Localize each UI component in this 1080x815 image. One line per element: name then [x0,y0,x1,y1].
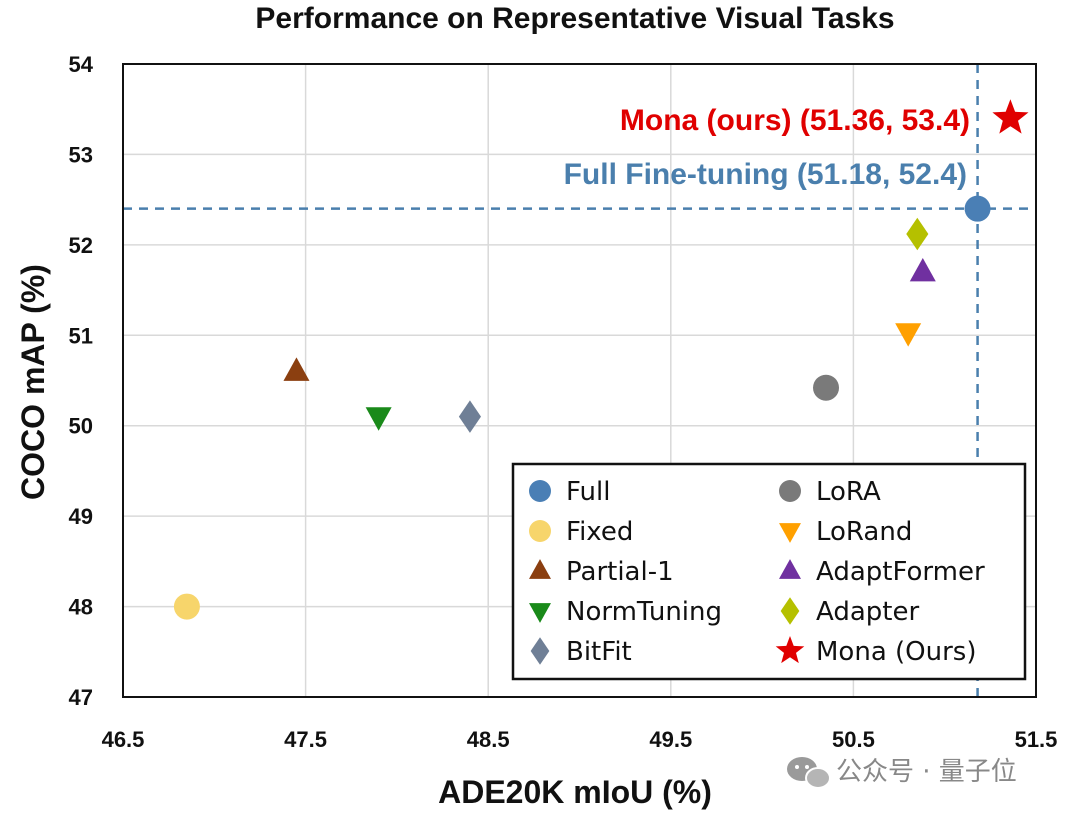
point-fixed [173,593,200,620]
legend-marker-full [529,480,551,502]
legend-box [511,462,1027,681]
y-tick-label: 48 [69,595,93,620]
annotation-mona: Mona (ours) (51.36, 53.4) [620,104,970,137]
y-tick-label: 51 [69,323,93,348]
x-tick-label: 50.5 [832,727,875,752]
y-tick-label: 49 [69,504,93,529]
legend-label-lorand: LoRand [816,517,912,547]
y-axis-ticks: 47 48 49 50 51 52 53 54 [69,52,94,710]
point-bitfit [458,400,481,433]
point-mona-ours [992,99,1029,134]
x-tick-label: 46.5 [102,727,145,752]
y-tick-label: 53 [69,142,93,167]
watermark: 公众号 · 量子位 [787,757,1017,789]
reference-lines [123,64,1036,697]
legend-label-partial-1: Partial-1 [566,557,674,587]
point-adaptformer [909,257,936,282]
annotation-full-fine-tuning: Full Fine-tuning (51.18, 52.4) [564,158,967,191]
legend: Full Fixed Partial-1 NormTuning BitFit LoRA Lo… [511,462,1027,681]
wechat-icon [787,757,831,789]
legend-label-adapter: Adapter [816,597,919,627]
data-points [173,99,1029,620]
plot-area-frame [122,63,1037,698]
legend-label-fixed: Fixed [566,517,633,547]
x-tick-label: 51.5 [1015,727,1058,752]
y-tick-label: 50 [69,414,93,439]
x-tick-label: 48.5 [467,727,510,752]
y-axis-label: COCO mAP (%) [15,264,51,500]
point-lora [813,374,840,401]
legend-label-mona-ours: Mona (Ours) [816,637,976,667]
y-tick-label: 54 [69,52,94,77]
legend-label-adaptformer: AdaptFormer [816,557,985,587]
y-tick-label: 47 [69,685,93,710]
point-partial-1 [283,357,310,381]
point-adapter [906,217,929,251]
legend-label-lora: LoRA [816,477,881,507]
point-normtuning [365,407,392,431]
legend-marker-normtuning [529,603,551,623]
watermark-text: 公众号 · 量子位 [836,757,1017,787]
legend-marker-partial-1 [529,559,551,579]
point-full [964,195,991,222]
y-tick-label: 52 [69,233,93,258]
legend-label-normtuning: NormTuning [566,597,722,627]
legend-marker-adapter [780,597,800,625]
x-axis-label: ADE20K mIoU (%) [438,774,712,810]
legend-label-bitfit: BitFit [566,637,632,667]
legend-marker-lora [779,480,801,502]
legend-label-full: Full [566,477,610,507]
x-axis-ticks: 46.5 47.5 48.5 49.5 50.5 51.5 [102,727,1058,752]
legend-marker-bitfit [530,637,550,665]
x-tick-label: 47.5 [284,727,327,752]
x-tick-label: 49.5 [649,727,692,752]
legend-marker-lorand [779,523,801,543]
legend-marker-mona-ours [775,636,805,664]
point-lorand [895,323,922,347]
chart-title: Performance on Representative Visual Tas… [255,2,894,35]
legend-marker-fixed [529,520,551,542]
legend-marker-adaptformer [779,559,801,579]
